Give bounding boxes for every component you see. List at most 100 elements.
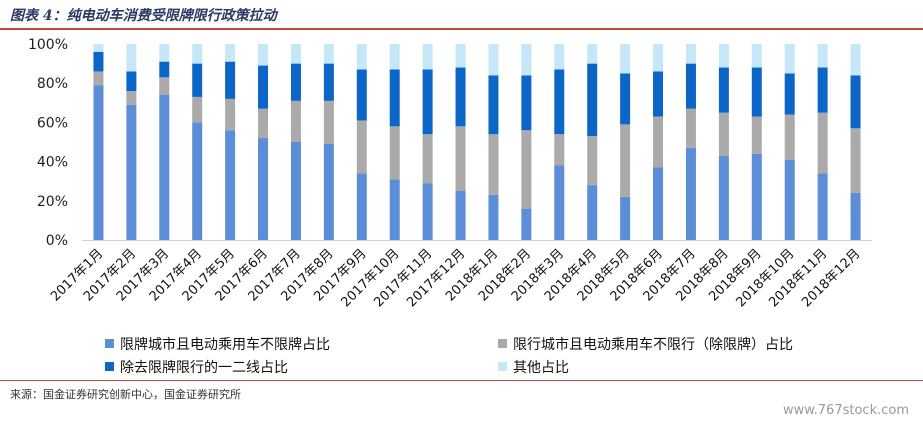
bar-segment-s1 [784, 159, 795, 240]
bar-segment-s4 [225, 44, 236, 62]
bar-segment-s1 [850, 192, 861, 240]
bar-segment-s2 [521, 130, 532, 209]
y-tick-label: 80% [37, 76, 68, 92]
bar-segment-s2 [685, 108, 696, 148]
bar-segment-s2 [225, 98, 236, 131]
figure-title: 图表 4：纯电动车消费受限牌限行政策拉动 [10, 8, 277, 24]
bar-segment-s4 [159, 44, 170, 62]
bar-segment-s2 [356, 120, 367, 174]
bar-segment-s1 [455, 191, 466, 240]
bar-segment-s3 [718, 67, 729, 113]
bar-segment-s2 [653, 116, 664, 168]
bar-segment-s4 [422, 44, 433, 70]
legend-swatch-series2 [498, 339, 507, 348]
y-tick-label: 20% [37, 194, 68, 210]
bar-segment-s4 [488, 44, 499, 76]
legend-item-series1: 限牌城市且电动乘用车不限牌占比 [105, 334, 330, 354]
legend-label-series2: 限行城市且电动乘用车不限行（除限牌）占比 [513, 337, 793, 353]
bar-segment-s1 [817, 173, 828, 240]
bar-segment-s4 [554, 44, 565, 70]
bar-segment-s3 [159, 61, 170, 78]
bar-segment-s3 [422, 69, 433, 135]
bar-segment-s4 [356, 44, 367, 70]
bar-segment-s1 [422, 183, 433, 240]
bar-segment-s2 [850, 128, 861, 193]
bar-segment-s4 [93, 44, 104, 52]
legend-swatch-series1 [105, 339, 114, 348]
bar-segment-s4 [850, 44, 861, 76]
bar-segment-s4 [521, 44, 532, 76]
bar-segment-s2 [192, 96, 203, 123]
bar-segment-s3 [290, 63, 301, 101]
bar-segment-s1 [521, 208, 532, 240]
bar-segment-s3 [620, 73, 631, 125]
bar-segment-s4 [192, 44, 203, 64]
bar-segment-s1 [488, 194, 499, 240]
bar-segment-s3 [225, 61, 236, 99]
watermark: www.767stock.com [782, 403, 909, 418]
legend-label-series4: 其他占比 [513, 360, 569, 376]
bar-segment-s1 [587, 185, 598, 240]
bar-segment-s1 [718, 155, 729, 240]
legend-swatch-series4 [498, 362, 507, 371]
stacked-bar-chart: 0%20%40%60%80%100%2017年1月2017年2月2017年3月2… [28, 37, 872, 310]
bar-segment-s1 [356, 173, 367, 240]
bar-segment-s4 [784, 44, 795, 74]
bar-segment-s3 [784, 73, 795, 115]
bar-segment-s1 [685, 147, 696, 240]
source-divider [0, 380, 923, 381]
bar-segment-s2 [718, 112, 729, 156]
bar-segment-s3 [488, 75, 499, 135]
bar-segment-s2 [93, 71, 104, 86]
bar-segment-s1 [258, 138, 269, 240]
bar-segment-s1 [554, 165, 565, 240]
bar-segment-s2 [455, 126, 466, 191]
bar-segment-s2 [554, 134, 565, 166]
legend-label-series1: 限牌城市且电动乘用车不限牌占比 [120, 337, 330, 353]
y-tick-label: 0% [46, 233, 68, 249]
bar-segment-s1 [126, 104, 137, 240]
bar-segment-s2 [126, 91, 137, 105]
bar-segment-s3 [258, 65, 269, 109]
bar-segment-s1 [93, 85, 104, 240]
bar-segment-s1 [323, 143, 334, 240]
bar-segment-s1 [620, 196, 631, 240]
bar-segment-s1 [225, 130, 236, 240]
bar-segment-s3 [389, 69, 400, 127]
bar-segment-s4 [653, 44, 664, 72]
bar-segment-s3 [356, 69, 367, 121]
bar-segment-s3 [192, 63, 203, 97]
bar-segment-s3 [455, 67, 466, 127]
bar-segment-s2 [323, 100, 334, 144]
bar-segment-s3 [554, 69, 565, 135]
legend-item-series2: 限行城市且电动乘用车不限行（除限牌）占比 [498, 334, 793, 354]
bar-segment-s4 [126, 44, 137, 72]
bar-segment-s2 [389, 126, 400, 180]
bar-segment-s2 [488, 134, 499, 195]
source-note: 来源：国金证券研究创新中心，国金证券研究所 [10, 388, 241, 401]
bar-segment-s4 [389, 44, 400, 70]
bar-segment-s2 [751, 116, 762, 154]
bar-segment-s3 [817, 67, 828, 113]
bar-segment-s3 [126, 71, 137, 92]
bar-segment-s1 [290, 142, 301, 240]
legend-label-series3: 除去限牌限行的一二线占比 [120, 360, 288, 376]
bar-segment-s4 [620, 44, 631, 74]
bar-segment-s3 [850, 75, 861, 129]
bar-segment-s2 [620, 124, 631, 197]
bar-segment-s4 [258, 44, 269, 66]
bar-segment-s2 [290, 100, 301, 142]
bar-segment-s2 [422, 134, 433, 184]
legend-swatch-series3 [105, 362, 114, 371]
bar-segment-s3 [685, 63, 696, 109]
bar-segment-s2 [587, 136, 598, 186]
bar-segment-s2 [159, 77, 170, 95]
bar-segment-s1 [751, 153, 762, 240]
bar-segment-s4 [323, 44, 334, 64]
bar-segment-s4 [587, 44, 598, 64]
y-tick-label: 40% [37, 155, 68, 171]
bar-segment-s1 [389, 179, 400, 240]
bar-segment-s4 [685, 44, 696, 64]
bar-segment-s1 [192, 122, 203, 240]
title-divider [0, 28, 923, 30]
